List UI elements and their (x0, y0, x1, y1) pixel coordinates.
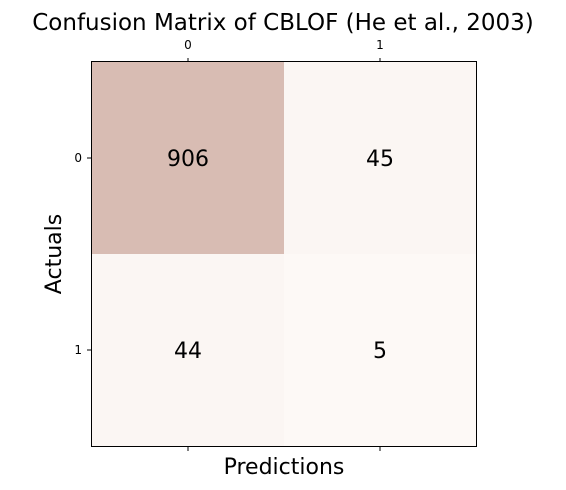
y-axis-label: Actuals (42, 214, 67, 294)
x-tick-label-0: 0 (184, 38, 192, 52)
x-tick-label-1: 1 (376, 38, 384, 52)
y-tick-label-1: 1 (74, 343, 82, 357)
cell-value-label-1-0: 44 (174, 339, 202, 364)
cell-value-label-1-1: 5 (373, 339, 387, 364)
x-axis-label: Predictions (224, 455, 345, 480)
matrix-cell-0-0 (92, 62, 284, 254)
y-tick-label-0: 0 (74, 151, 82, 165)
matrix-cell-0-1 (284, 62, 476, 254)
matrix-cell-1-0 (92, 254, 284, 446)
cell-value-label-0-0: 906 (167, 147, 209, 172)
chart-title: Confusion Matrix of CBLOF (He et al., 20… (32, 10, 534, 36)
cell-value-label-0-1: 45 (366, 147, 394, 172)
plot-frame (91, 61, 477, 447)
matrix-cell-1-1 (284, 254, 476, 446)
matrix-cells: 906 45 44 5 (92, 62, 476, 446)
axis-ticks: 0 1 0 1 (74, 38, 384, 451)
